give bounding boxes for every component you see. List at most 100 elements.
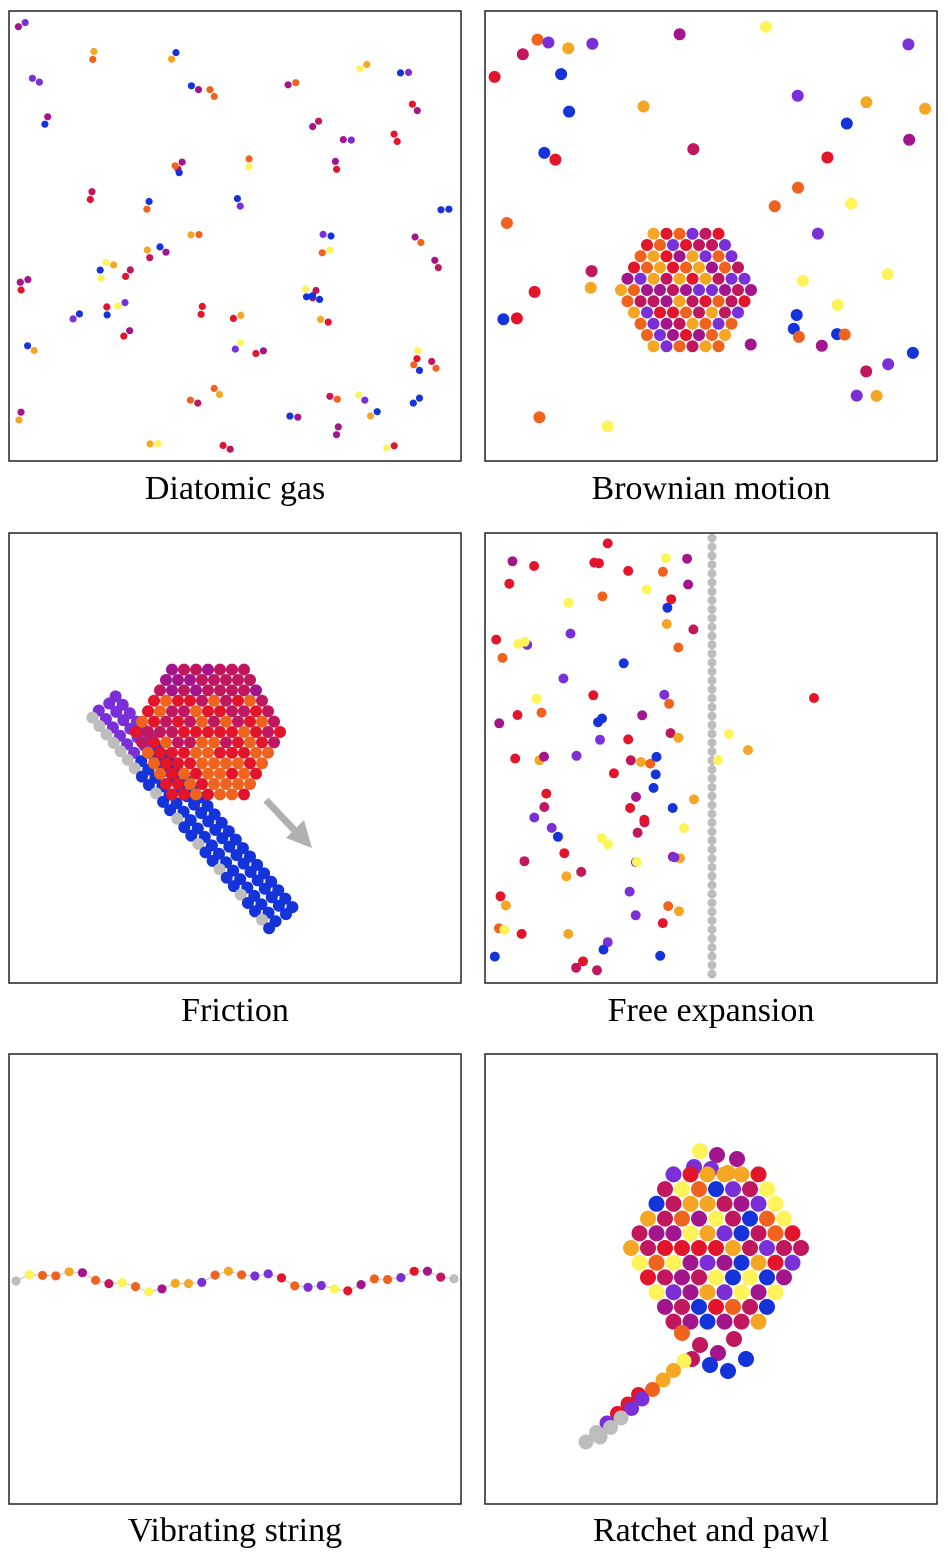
ratchet-wheel-atom xyxy=(699,1313,716,1330)
brownian-particle xyxy=(533,411,546,424)
ratchet-wheel-atom xyxy=(657,1240,673,1256)
ratchet-wheel-atom xyxy=(699,1195,716,1212)
brownian-cluster-atom xyxy=(615,284,627,296)
gas-particle xyxy=(603,839,613,850)
ratchet-wheel-atom xyxy=(750,1166,767,1183)
ratchet-wheel-atom xyxy=(742,1269,758,1286)
friction-block-atom xyxy=(184,736,196,749)
friction-block-atom xyxy=(268,715,280,728)
gas-particle xyxy=(494,718,505,729)
gas-particle xyxy=(596,833,607,843)
gas-molecule-atom xyxy=(236,339,245,347)
ratchet-wheel-atom xyxy=(759,1298,775,1315)
friction-canvas xyxy=(8,532,462,984)
ratchet-atom xyxy=(710,1345,726,1361)
ratchet-atom xyxy=(726,1331,742,1347)
friction-block-atom xyxy=(196,736,208,749)
friction-block-atom xyxy=(232,757,244,770)
gas-molecule-atom xyxy=(319,230,327,238)
ratchet-wheel-atom xyxy=(750,1284,767,1301)
gas-molecule-atom xyxy=(110,261,118,269)
friction-block-atom xyxy=(196,715,208,728)
brownian-cluster-atom xyxy=(712,272,725,285)
gas-particle xyxy=(571,962,582,973)
panel-diatomic-gas xyxy=(8,10,462,462)
friction-block-atom xyxy=(196,674,208,686)
ratchet-wheel-atom xyxy=(691,1298,707,1315)
gas-molecule-atom xyxy=(102,258,110,266)
ratchet-wheel-atom xyxy=(742,1181,758,1198)
partition-wall-atom xyxy=(707,542,717,552)
partition-wall-atom xyxy=(707,836,717,846)
caption-ratchet-and-pawl: Ratchet and pawl xyxy=(592,1512,830,1549)
gas-molecule-atom xyxy=(120,332,128,340)
brownian-particle xyxy=(673,28,686,41)
gas-molecule-atom xyxy=(194,399,202,407)
ratchet-wheel-atom xyxy=(733,1313,750,1330)
friction-block-atom xyxy=(226,705,238,718)
brownian-particle xyxy=(881,268,894,281)
brownian-particle xyxy=(796,274,809,287)
string-atom xyxy=(144,1287,154,1297)
gas-molecule-atom xyxy=(89,55,97,64)
friction-slab-atom xyxy=(206,854,219,867)
friction-slab-atom xyxy=(234,888,247,901)
friction-block-atom xyxy=(244,715,256,728)
brownian-particle xyxy=(562,42,575,55)
string-atom xyxy=(276,1273,287,1283)
brownian-cluster-atom xyxy=(667,284,679,296)
friction-block-atom xyxy=(166,726,178,738)
friction-block-atom xyxy=(190,663,202,676)
pawl-atom xyxy=(613,1410,629,1426)
friction-block-atom xyxy=(160,715,172,728)
friction-block-atom xyxy=(256,715,268,728)
partition-wall-atom xyxy=(707,871,717,881)
pawl-atom xyxy=(666,1363,681,1378)
ratchet-wheel-atom xyxy=(750,1254,767,1271)
ratchet-atom xyxy=(709,1147,725,1163)
partition-wall-atom xyxy=(707,622,717,632)
brownian-cluster-atom xyxy=(706,284,718,296)
gas-molecule-atom xyxy=(210,384,218,392)
brownian-cluster-atom xyxy=(660,340,673,353)
gas-molecule-atom xyxy=(404,68,413,76)
gas-particle xyxy=(623,565,634,576)
brownian-particle xyxy=(586,37,599,50)
gas-particle xyxy=(657,566,668,577)
ratchet-wheel-atom xyxy=(665,1313,682,1330)
friction-block-atom xyxy=(196,694,208,707)
ratchet-wheel-atom xyxy=(674,1181,690,1198)
gas-molecule-atom xyxy=(172,49,180,57)
ratchet-wheel-atom xyxy=(682,1284,699,1301)
gas-particle xyxy=(636,757,646,767)
brownian-cluster-atom xyxy=(680,284,692,296)
friction-block-atom xyxy=(190,767,202,780)
friction-block-atom xyxy=(244,778,256,790)
friction-slab-atom xyxy=(185,829,198,842)
brownian-cluster-atom xyxy=(673,340,686,353)
gas-molecule-atom xyxy=(178,158,186,166)
brownian-cluster-atom xyxy=(719,239,731,251)
friction-block-atom xyxy=(238,767,250,780)
string-atom xyxy=(343,1286,353,1296)
string-atom xyxy=(157,1284,167,1294)
panel-border xyxy=(484,10,938,462)
gas-molecule-atom xyxy=(210,92,218,101)
friction-block-atom xyxy=(148,715,160,728)
ratchet-wheel-atom xyxy=(665,1284,682,1301)
ratchet-wheel-atom xyxy=(657,1269,673,1286)
brownian-cluster-atom xyxy=(712,317,725,330)
friction-block-atom xyxy=(208,736,220,749)
brownian-cluster-atom xyxy=(732,261,744,274)
string-atom xyxy=(197,1277,207,1287)
friction-slab-atom xyxy=(164,804,177,817)
brownian-cluster-atom xyxy=(660,250,673,263)
gas-molecule-atom xyxy=(415,394,424,402)
gas-particle xyxy=(623,734,634,745)
ratchet-wheel-atom xyxy=(708,1181,724,1198)
friction-block-atom xyxy=(166,684,178,697)
gas-molecule-atom xyxy=(198,302,206,310)
friction-block-atom xyxy=(220,778,232,790)
friction-block-atom xyxy=(172,736,184,749)
gas-molecule-atom xyxy=(103,303,111,311)
